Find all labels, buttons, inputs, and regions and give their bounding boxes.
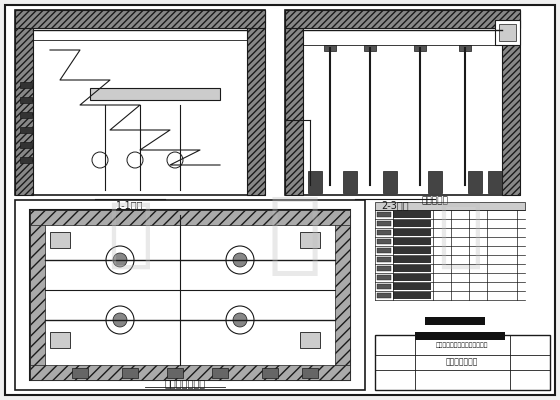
Bar: [393, 292, 431, 299]
Bar: [20, 112, 32, 118]
Bar: [50, 232, 70, 248]
Bar: [459, 45, 471, 51]
Bar: [375, 202, 525, 210]
Bar: [393, 211, 431, 218]
Bar: [414, 45, 426, 51]
Bar: [377, 230, 391, 235]
Circle shape: [233, 253, 247, 267]
Bar: [335, 210, 350, 380]
Bar: [415, 332, 505, 340]
Bar: [393, 229, 431, 236]
Bar: [502, 10, 520, 195]
Bar: [375, 335, 550, 390]
Bar: [300, 232, 320, 248]
Bar: [20, 97, 32, 103]
Bar: [377, 212, 391, 217]
Text: 泵水泵站工艺图: 泵水泵站工艺图: [446, 358, 478, 366]
Bar: [377, 284, 391, 289]
Bar: [393, 220, 431, 227]
Bar: [30, 210, 45, 380]
Bar: [300, 332, 320, 348]
Circle shape: [113, 253, 127, 267]
Text: 1-1剖面: 1-1剖面: [116, 200, 144, 210]
Bar: [122, 368, 138, 378]
Bar: [393, 274, 431, 281]
Bar: [15, 10, 265, 28]
Bar: [393, 265, 431, 272]
Bar: [393, 283, 431, 290]
Bar: [72, 368, 88, 378]
Bar: [495, 20, 520, 45]
Circle shape: [113, 313, 127, 327]
Bar: [285, 10, 520, 195]
Bar: [308, 171, 322, 193]
Bar: [15, 200, 365, 390]
Bar: [488, 171, 502, 193]
Bar: [377, 248, 391, 253]
Text: 村园设备表: 村园设备表: [422, 196, 449, 205]
Circle shape: [167, 152, 183, 168]
Text: 瀚: 瀚: [437, 198, 483, 272]
Bar: [343, 171, 357, 193]
Bar: [377, 239, 391, 244]
Circle shape: [226, 306, 254, 334]
Circle shape: [106, 306, 134, 334]
Text: 2-3剖面: 2-3剖面: [381, 200, 409, 210]
Bar: [50, 332, 70, 348]
Text: 广州大学土水工程学院毕业设计: 广州大学土水工程学院毕业设计: [436, 342, 488, 348]
Bar: [262, 368, 278, 378]
Bar: [425, 317, 485, 325]
Bar: [20, 82, 32, 88]
Bar: [30, 210, 350, 380]
Text: 泵水泵站平面图: 泵水泵站平面图: [165, 378, 206, 388]
Bar: [20, 157, 32, 163]
Bar: [90, 88, 220, 100]
Circle shape: [226, 246, 254, 274]
Bar: [285, 10, 303, 195]
Bar: [324, 45, 336, 51]
Circle shape: [106, 246, 134, 274]
Bar: [499, 24, 516, 41]
Bar: [468, 171, 482, 193]
Bar: [393, 247, 431, 254]
Bar: [167, 368, 183, 378]
Bar: [20, 127, 32, 133]
Bar: [302, 368, 318, 378]
Bar: [377, 275, 391, 280]
Bar: [428, 171, 442, 193]
Bar: [30, 365, 350, 380]
Bar: [377, 266, 391, 271]
Bar: [285, 10, 520, 28]
Bar: [364, 45, 376, 51]
Bar: [30, 210, 350, 225]
Bar: [383, 171, 397, 193]
Bar: [15, 10, 33, 195]
Circle shape: [127, 152, 143, 168]
Text: 龍: 龍: [268, 191, 322, 279]
Bar: [247, 10, 265, 195]
Circle shape: [233, 313, 247, 327]
Bar: [393, 256, 431, 263]
Text: 筑: 筑: [107, 198, 153, 272]
Bar: [393, 238, 431, 245]
Bar: [377, 293, 391, 298]
Circle shape: [92, 152, 108, 168]
Bar: [377, 257, 391, 262]
Bar: [15, 10, 265, 195]
Bar: [20, 142, 32, 148]
Bar: [377, 221, 391, 226]
Bar: [212, 368, 228, 378]
